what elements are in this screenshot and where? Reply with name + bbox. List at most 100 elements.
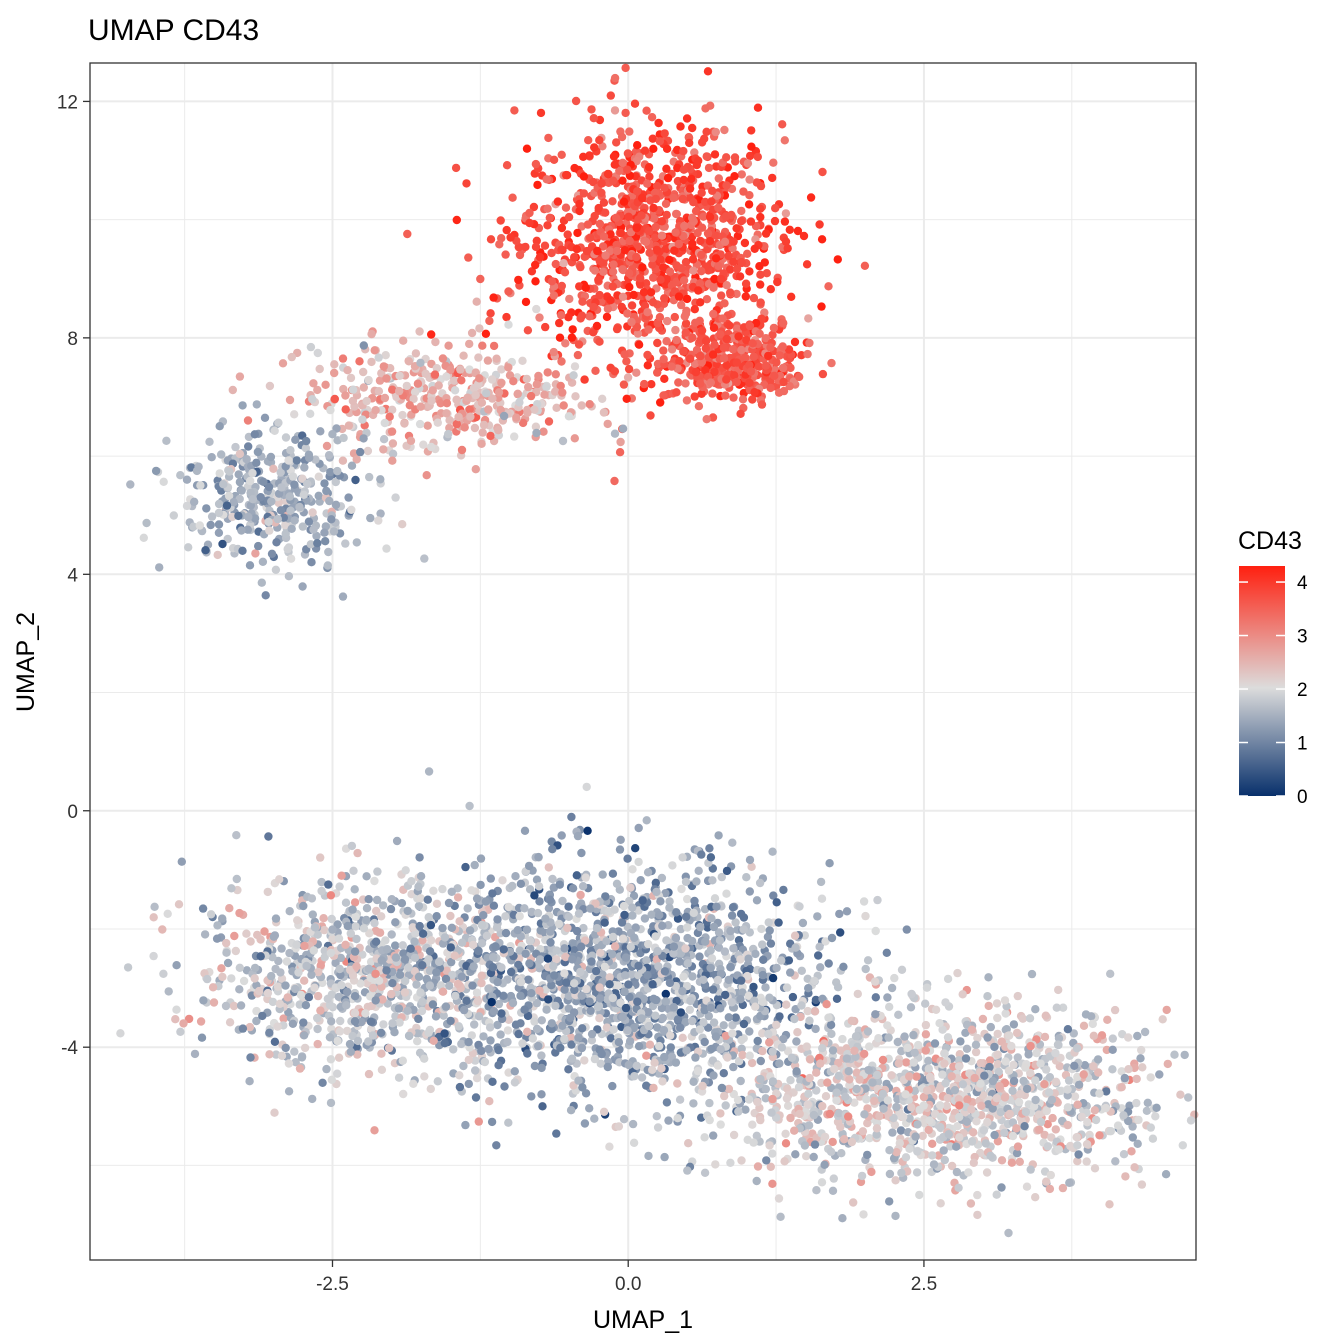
data-point xyxy=(459,1005,469,1015)
data-point xyxy=(774,918,783,927)
data-point xyxy=(552,403,561,412)
data-point xyxy=(714,174,723,183)
data-point xyxy=(697,850,706,859)
data-point xyxy=(745,855,755,865)
data-point xyxy=(644,325,653,334)
data-point xyxy=(663,316,672,326)
data-point xyxy=(346,929,355,938)
data-point xyxy=(662,936,671,945)
data-point xyxy=(557,150,566,159)
data-point xyxy=(720,237,730,246)
data-point xyxy=(629,1138,639,1148)
data-point xyxy=(871,993,880,1002)
data-point xyxy=(452,215,461,225)
data-point xyxy=(827,933,837,943)
data-point xyxy=(747,126,756,135)
data-point xyxy=(636,280,645,289)
data-point xyxy=(217,450,226,459)
data-point xyxy=(598,242,608,251)
data-point xyxy=(294,968,303,977)
data-point xyxy=(278,359,288,368)
data-point xyxy=(679,972,688,981)
data-point xyxy=(281,981,290,990)
data-point xyxy=(142,518,151,528)
data-point xyxy=(195,521,204,530)
data-point xyxy=(543,221,552,230)
data-point xyxy=(690,392,699,401)
data-point xyxy=(427,442,436,452)
data-point xyxy=(402,381,411,391)
data-point xyxy=(625,1037,635,1046)
data-point xyxy=(317,886,326,896)
data-point xyxy=(682,294,692,304)
data-point xyxy=(441,1002,451,1011)
data-point xyxy=(418,961,427,970)
data-point xyxy=(516,991,525,1000)
data-point xyxy=(541,322,550,332)
data-point xyxy=(308,508,317,517)
data-point xyxy=(337,871,346,880)
data-point xyxy=(679,165,689,174)
data-point xyxy=(454,1022,463,1031)
data-point xyxy=(521,297,531,307)
data-point xyxy=(726,265,735,274)
data-point xyxy=(217,964,226,973)
data-point xyxy=(476,880,485,890)
data-point xyxy=(762,269,771,278)
data-point xyxy=(471,1093,481,1102)
data-point xyxy=(327,1075,336,1085)
data-point xyxy=(766,285,775,294)
data-point xyxy=(788,992,798,1002)
data-point xyxy=(553,197,563,206)
data-point xyxy=(615,166,624,175)
data-point xyxy=(284,572,294,581)
data-point xyxy=(739,187,748,196)
data-point xyxy=(560,268,570,277)
data-point xyxy=(768,973,778,983)
data-point xyxy=(705,237,715,246)
data-point xyxy=(543,954,553,963)
data-point xyxy=(589,114,598,123)
data-point xyxy=(756,212,765,222)
data-point xyxy=(315,364,324,374)
data-point xyxy=(313,991,323,1001)
data-point xyxy=(696,298,705,307)
data-point xyxy=(486,431,495,441)
data-point xyxy=(370,876,379,886)
data-point xyxy=(335,1027,345,1036)
data-point xyxy=(863,956,873,965)
data-point xyxy=(595,994,605,1003)
data-point xyxy=(608,1081,617,1091)
data-point xyxy=(489,953,498,962)
data-point xyxy=(688,239,697,248)
data-point xyxy=(198,904,208,913)
data-point xyxy=(514,275,523,285)
data-point xyxy=(555,333,565,342)
data-point xyxy=(267,971,276,981)
data-point xyxy=(425,947,435,956)
data-point xyxy=(653,946,662,956)
data-point xyxy=(662,274,671,284)
data-point xyxy=(656,255,665,264)
data-point xyxy=(497,365,506,374)
data-point xyxy=(333,1036,342,1046)
data-point xyxy=(335,882,344,891)
data-point xyxy=(1079,1021,1089,1030)
data-point xyxy=(1151,1112,1160,1121)
data-point xyxy=(525,936,535,946)
data-point xyxy=(323,994,332,1003)
data-point xyxy=(235,985,244,994)
data-point xyxy=(882,948,891,957)
data-point xyxy=(438,987,448,996)
data-point xyxy=(610,476,619,486)
data-point xyxy=(552,946,561,955)
data-point xyxy=(701,366,710,375)
data-point xyxy=(306,409,315,418)
data-point xyxy=(642,106,651,115)
data-point xyxy=(542,1005,551,1014)
data-point xyxy=(350,1008,360,1018)
data-point xyxy=(769,158,778,167)
data-point xyxy=(634,961,643,971)
data-point xyxy=(308,1094,317,1104)
data-point xyxy=(685,354,695,363)
